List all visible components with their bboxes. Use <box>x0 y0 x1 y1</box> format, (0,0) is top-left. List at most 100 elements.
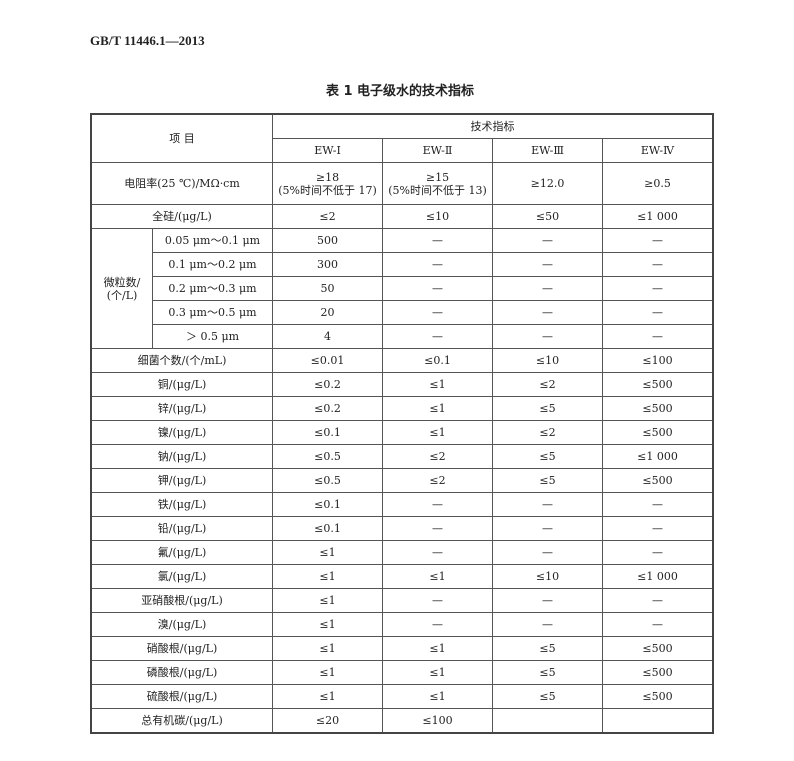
table-row: 氟/(μg/L) ≤1— — — <box>90 540 714 565</box>
table-cell: ≤20 <box>272 708 383 734</box>
table-row: 微粒数/(个/L) 0.05 μm～0.1 μm 500— — — <box>90 228 714 349</box>
table-cell: ≤1 <box>272 684 383 709</box>
cell-line: ≥15 <box>425 170 450 184</box>
grade-header: EW-Ⅳ <box>602 138 714 163</box>
table-cell: ≤1 <box>272 612 383 637</box>
table-cell: ≤0.1 <box>382 348 493 373</box>
row-label: 锌/(μg/L) <box>90 396 273 421</box>
row-label: 硫酸根/(μg/L) <box>90 684 273 709</box>
particle-size: 0.3 μm～0.5 μm <box>152 300 273 325</box>
row-label: 氟/(μg/L) <box>90 540 273 565</box>
table-cell: ≤100 <box>382 708 493 734</box>
table-row: 溴/(μg/L) ≤1— — — <box>90 612 714 637</box>
table-cell: ≤50 <box>492 204 603 229</box>
table-cell: ≤1 000 <box>602 564 714 589</box>
table-row: 锌/(μg/L) ≤0.2 ≤1 ≤5 ≤500 <box>90 396 714 421</box>
row-label: 钠/(μg/L) <box>90 444 273 469</box>
row-label: 钾/(μg/L) <box>90 468 273 493</box>
particle-size: 0.05 μm～0.1 μm <box>152 228 273 253</box>
row-label: 铁/(μg/L) <box>90 492 273 517</box>
table-cell: — <box>602 276 714 301</box>
table-cell: ≤1 <box>382 420 493 445</box>
table-row: 细菌个数/(个/mL) ≤0.01 ≤0.1 ≤10 ≤100 <box>90 348 714 373</box>
table-row: 铁/(μg/L) ≤0.1— — — <box>90 492 714 517</box>
table-cell: 300 <box>272 252 383 277</box>
table-cell: ≤1 000 <box>602 444 714 469</box>
table-row: 全硅/(μg/L) ≤2 ≤10 ≤50 ≤1 000 <box>90 204 714 229</box>
table-cell: ≤2 <box>382 468 493 493</box>
table-cell: ≥12.0 <box>492 162 603 205</box>
row-label: 总有机碳/(μg/L) <box>90 708 273 734</box>
table-row: 氯/(μg/L) ≤1 ≤1 ≤10 ≤1 000 <box>90 564 714 589</box>
table-cell: — <box>492 228 603 253</box>
particle-size: ＞ 0.5 μm <box>152 324 273 349</box>
row-label: 电阻率(25 ℃)/MΩ·cm <box>90 162 273 205</box>
table-cell: ≤1 <box>382 660 493 685</box>
table-cell: — <box>492 540 603 565</box>
table-cell: ≤500 <box>602 396 714 421</box>
table-cell <box>602 708 714 734</box>
table-cell: ≥18 (5%时间不低于 17) <box>272 162 383 205</box>
table-row: 钾/(μg/L) ≤0.5 ≤2 ≤5 ≤500 <box>90 468 714 493</box>
table-cell: ≤1 <box>382 564 493 589</box>
table-cell: — <box>492 252 603 277</box>
cell-line: (5%时间不低于 13) <box>388 183 487 197</box>
table-cell: 20 <box>272 300 383 325</box>
row-label: 铅/(μg/L) <box>90 516 273 541</box>
grade-header: EW-Ⅲ <box>492 138 603 163</box>
cell-line: ≥0.5 <box>644 177 671 190</box>
item-header: 项 目 <box>90 113 273 163</box>
table-cell: ≤1 <box>272 636 383 661</box>
spec-table: 项 目 技术指标 EW-Ⅰ EW-Ⅱ EW-Ⅲ EW-Ⅳ 电阻率(25 ℃)/MΩ·c… <box>90 113 714 734</box>
table-cell: — <box>382 228 493 253</box>
table-cell: ≤500 <box>602 468 714 493</box>
table-cell: ≤1 <box>272 660 383 685</box>
table-cell: ≤1 <box>382 684 493 709</box>
table-cell: ≤5 <box>492 444 603 469</box>
table-cell: — <box>602 516 714 541</box>
table-cell: ≤0.5 <box>272 444 383 469</box>
table-cell <box>492 708 603 734</box>
table-row: 0.2 μm～0.3 μm 50— — — <box>91 276 714 301</box>
table-cell: ≤1 000 <box>602 204 714 229</box>
document-header: GB/T 11446.1—2013 <box>90 33 205 48</box>
cell-line: ≥18 <box>315 170 340 184</box>
row-label: 全硅/(μg/L) <box>90 204 273 229</box>
table-cell: ≤500 <box>602 420 714 445</box>
table-cell: — <box>602 228 714 253</box>
table-title: 表 1 电子级水的技术指标 <box>325 84 475 99</box>
label-line: 微粒数/ <box>103 275 141 289</box>
table-cell: 4 <box>272 324 383 349</box>
table-cell: ≤2 <box>272 204 383 229</box>
table-cell: — <box>382 516 493 541</box>
table-cell: — <box>492 300 603 325</box>
table-row: 0.3 μm～0.5 μm 20— — — <box>91 300 714 325</box>
table-row: 铅/(μg/L) ≤0.1— — — <box>90 516 714 541</box>
table-cell: ≤500 <box>602 636 714 661</box>
table-row: 镍/(μg/L) ≤0.1 ≤1 ≤2 ≤500 <box>90 420 714 445</box>
table-row: 总有机碳/(μg/L) ≤20 ≤100 <box>90 708 714 734</box>
row-label: 硝酸根/(μg/L) <box>90 636 273 661</box>
table-cell: — <box>382 276 493 301</box>
table-cell: — <box>382 612 493 637</box>
table-cell: ≤1 <box>272 564 383 589</box>
table-cell: — <box>492 276 603 301</box>
table-row: 铜/(μg/L) ≤0.2 ≤1 ≤2 ≤500 <box>90 372 714 397</box>
row-label: 细菌个数/(个/mL) <box>90 348 273 373</box>
group-header: 技术指标 <box>272 113 714 139</box>
table-cell: ≤1 <box>382 372 493 397</box>
table-cell: ≤1 <box>382 396 493 421</box>
table-cell: ≤1 <box>382 636 493 661</box>
table-cell: ≤100 <box>602 348 714 373</box>
row-label: 镍/(μg/L) <box>90 420 273 445</box>
table-cell: — <box>602 540 714 565</box>
table-cell: ≤0.2 <box>272 396 383 421</box>
table-cell: ≤2 <box>382 444 493 469</box>
table-cell: ≤2 <box>492 372 603 397</box>
table-row: 亚硝酸根/(μg/L) ≤1— — — <box>90 588 714 613</box>
table-cell: — <box>602 588 714 613</box>
table-cell: 500 <box>272 228 383 253</box>
row-label: 溴/(μg/L) <box>90 612 273 637</box>
table-cell: ≥15 (5%时间不低于 13) <box>382 162 493 205</box>
table-row: 硝酸根/(μg/L) ≤1 ≤1 ≤5 ≤500 <box>90 636 714 661</box>
